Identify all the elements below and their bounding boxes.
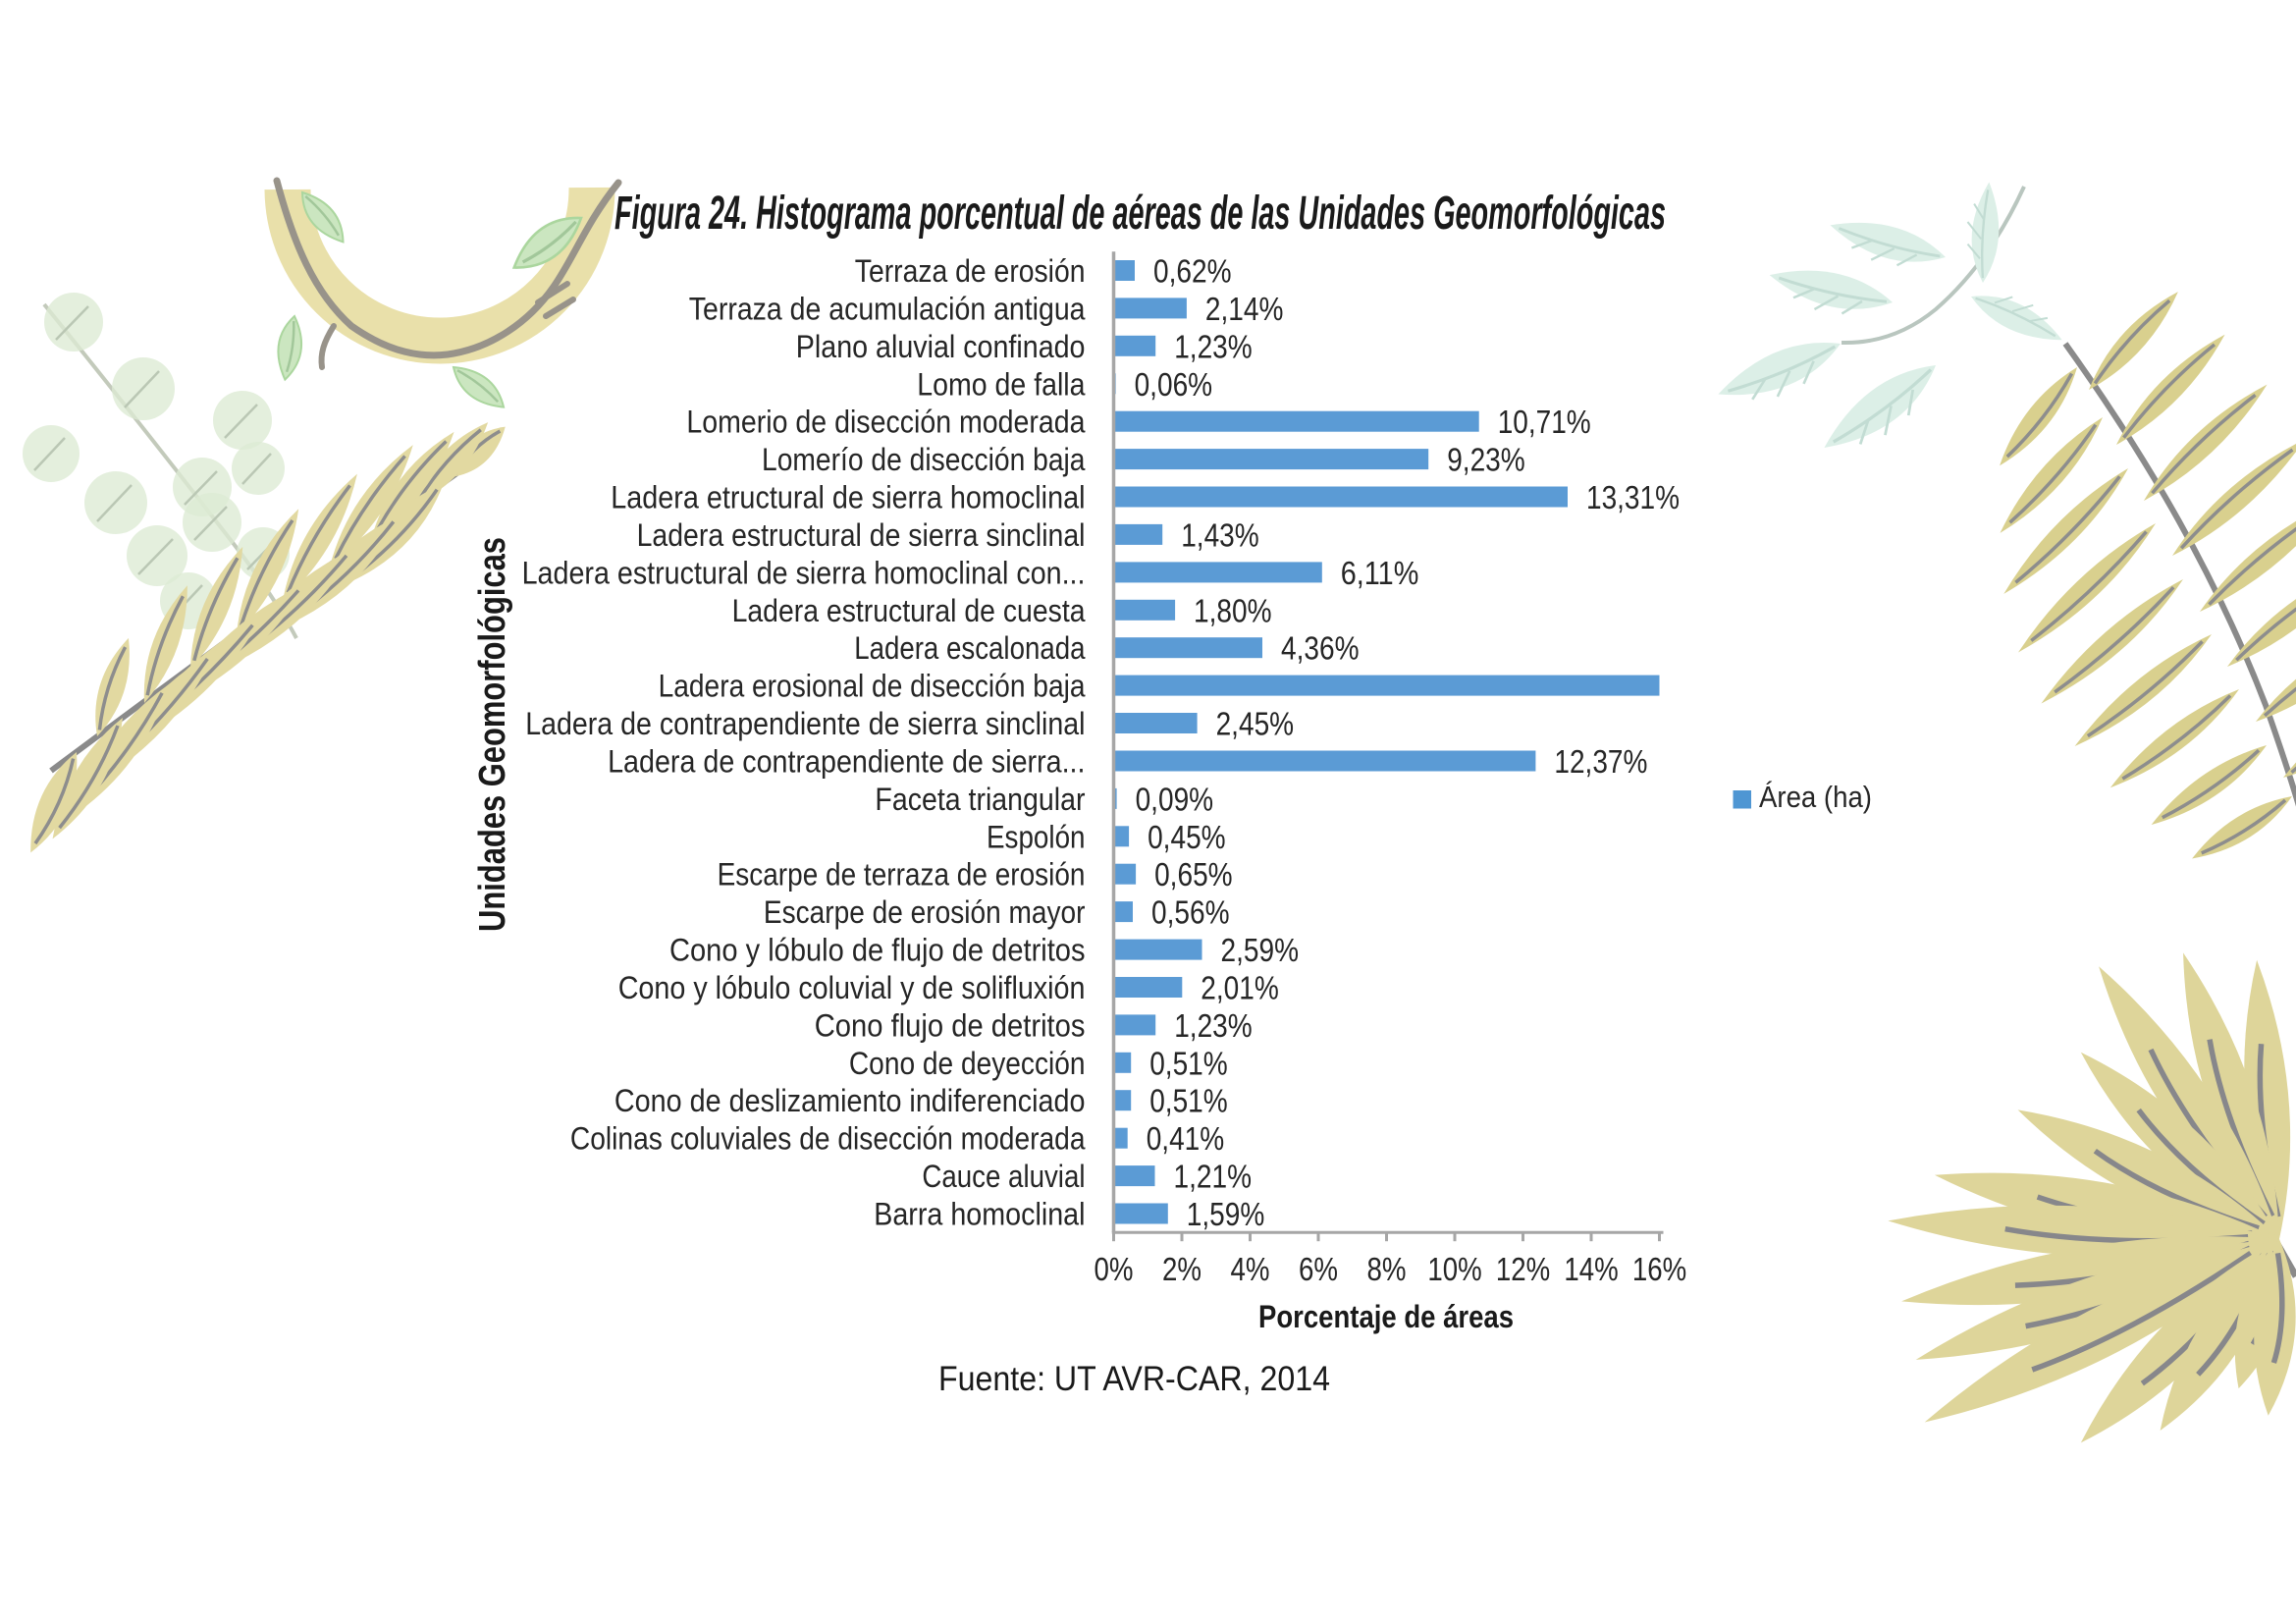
svg-text:Terraza de erosión: Terraza de erosión bbox=[855, 253, 1086, 289]
svg-text:0%: 0% bbox=[1095, 1251, 1134, 1287]
svg-text:16%: 16% bbox=[1632, 1251, 1686, 1287]
svg-text:Porcentaje de áreas: Porcentaje de áreas bbox=[1258, 1299, 1514, 1334]
svg-text:1,23%: 1,23% bbox=[1174, 1007, 1253, 1044]
svg-text:2,45%: 2,45% bbox=[1216, 706, 1295, 742]
svg-text:8%: 8% bbox=[1367, 1251, 1407, 1287]
svg-text:1,23%: 1,23% bbox=[1174, 328, 1253, 364]
svg-text:Ladera estructural de cuesta: Ladera estructural de cuesta bbox=[732, 593, 1086, 628]
svg-text:1,80%: 1,80% bbox=[1194, 592, 1272, 628]
svg-text:Escarpe de terraza de erosión: Escarpe de terraza de erosión bbox=[718, 857, 1086, 893]
svg-text:Unidades Geomorfológicas: Unidades Geomorfológicas bbox=[472, 537, 513, 932]
svg-text:6,11%: 6,11% bbox=[1341, 555, 1419, 591]
svg-text:0,65%: 0,65% bbox=[1154, 856, 1233, 893]
svg-text:Cono de deyección: Cono de deyección bbox=[849, 1046, 1086, 1081]
svg-text:1,59%: 1,59% bbox=[1187, 1196, 1265, 1232]
svg-text:Espolón: Espolón bbox=[987, 819, 1086, 854]
svg-text:0,56%: 0,56% bbox=[1151, 894, 1230, 931]
svg-text:12%: 12% bbox=[1496, 1251, 1550, 1287]
svg-text:Escarpe de erosión mayor: Escarpe de erosión mayor bbox=[764, 894, 1086, 930]
svg-text:Ladera de contrapendiente de s: Ladera de contrapendiente de sierra... bbox=[608, 744, 1085, 780]
svg-text:12,37%: 12,37% bbox=[1554, 743, 1647, 780]
svg-text:Cono de deslizamiento indifere: Cono de deslizamiento indiferenciado bbox=[614, 1083, 1086, 1118]
svg-text:13,31%: 13,31% bbox=[1586, 479, 1680, 515]
svg-text:Faceta triangular: Faceta triangular bbox=[875, 782, 1085, 817]
svg-text:0,06%: 0,06% bbox=[1135, 366, 1213, 403]
svg-text:2,01%: 2,01% bbox=[1201, 970, 1279, 1006]
svg-text:Lomerio de disección moderada: Lomerio de disección moderada bbox=[686, 405, 1085, 440]
svg-text:1,43%: 1,43% bbox=[1181, 516, 1259, 553]
svg-text:Ladera etructural de sierra ho: Ladera etructural de sierra homoclinal bbox=[611, 480, 1085, 515]
svg-text:Colinas coluviales de disecció: Colinas coluviales de disección moderada bbox=[570, 1121, 1086, 1157]
svg-text:2,14%: 2,14% bbox=[1205, 291, 1284, 327]
svg-text:10%: 10% bbox=[1427, 1251, 1481, 1287]
svg-text:Plano aluvial confinado: Plano aluvial confinado bbox=[796, 329, 1086, 364]
svg-text:Barra homoclinal: Barra homoclinal bbox=[874, 1197, 1085, 1232]
svg-text:0,45%: 0,45% bbox=[1148, 819, 1226, 855]
svg-text:2,59%: 2,59% bbox=[1221, 932, 1300, 968]
svg-text:Ladera de contrapendiente de s: Ladera de contrapendiente de sierra sinc… bbox=[525, 706, 1085, 741]
svg-text:1,21%: 1,21% bbox=[1174, 1159, 1253, 1195]
svg-text:Área (ha): Área (ha) bbox=[1759, 780, 1872, 814]
svg-text:0,41%: 0,41% bbox=[1147, 1120, 1225, 1157]
svg-text:0,09%: 0,09% bbox=[1136, 781, 1214, 817]
svg-text:Ladera estructural de sierra h: Ladera estructural de sierra homoclinal … bbox=[522, 555, 1086, 590]
svg-text:4,36%: 4,36% bbox=[1281, 630, 1360, 667]
svg-text:14%: 14% bbox=[1564, 1251, 1618, 1287]
svg-text:Lomerío de disección baja: Lomerío de disección baja bbox=[762, 442, 1086, 477]
svg-text:Terraza de acumulación antigua: Terraza de acumulación antigua bbox=[689, 291, 1086, 326]
svg-text:Ladera estructural de sierra s: Ladera estructural de sierra sinclinal bbox=[637, 517, 1086, 553]
svg-text:Ladera erosional de disección: Ladera erosional de disección baja bbox=[659, 669, 1086, 704]
svg-text:10,71%: 10,71% bbox=[1498, 404, 1591, 440]
svg-text:Cono y lóbulo coluvial y de so: Cono y lóbulo coluvial y de solifluxión bbox=[618, 970, 1086, 1005]
svg-text:Cono y lóbulo de flujo de detr: Cono y lóbulo de flujo de detritos bbox=[669, 933, 1086, 968]
svg-text:Lomo de falla: Lomo de falla bbox=[917, 366, 1085, 402]
svg-text:0,51%: 0,51% bbox=[1149, 1045, 1228, 1081]
svg-text:Cono flujo de detritos: Cono flujo de detritos bbox=[815, 1007, 1086, 1043]
svg-text:6%: 6% bbox=[1299, 1251, 1338, 1287]
svg-text:Cauce aluvial: Cauce aluvial bbox=[922, 1159, 1085, 1194]
svg-text:Figura 24. Histograma porcentu: Figura 24. Histograma porcentual de aére… bbox=[614, 187, 1666, 240]
svg-text:4%: 4% bbox=[1231, 1251, 1270, 1287]
svg-text:0,51%: 0,51% bbox=[1149, 1083, 1228, 1119]
svg-text:Fuente: UT AVR-CAR, 2014: Fuente: UT AVR-CAR, 2014 bbox=[938, 1360, 1330, 1398]
svg-text:2%: 2% bbox=[1162, 1251, 1201, 1287]
svg-text:9,23%: 9,23% bbox=[1447, 442, 1525, 478]
svg-text:Ladera escalonada: Ladera escalonada bbox=[854, 630, 1085, 666]
svg-text:0,62%: 0,62% bbox=[1153, 253, 1232, 290]
